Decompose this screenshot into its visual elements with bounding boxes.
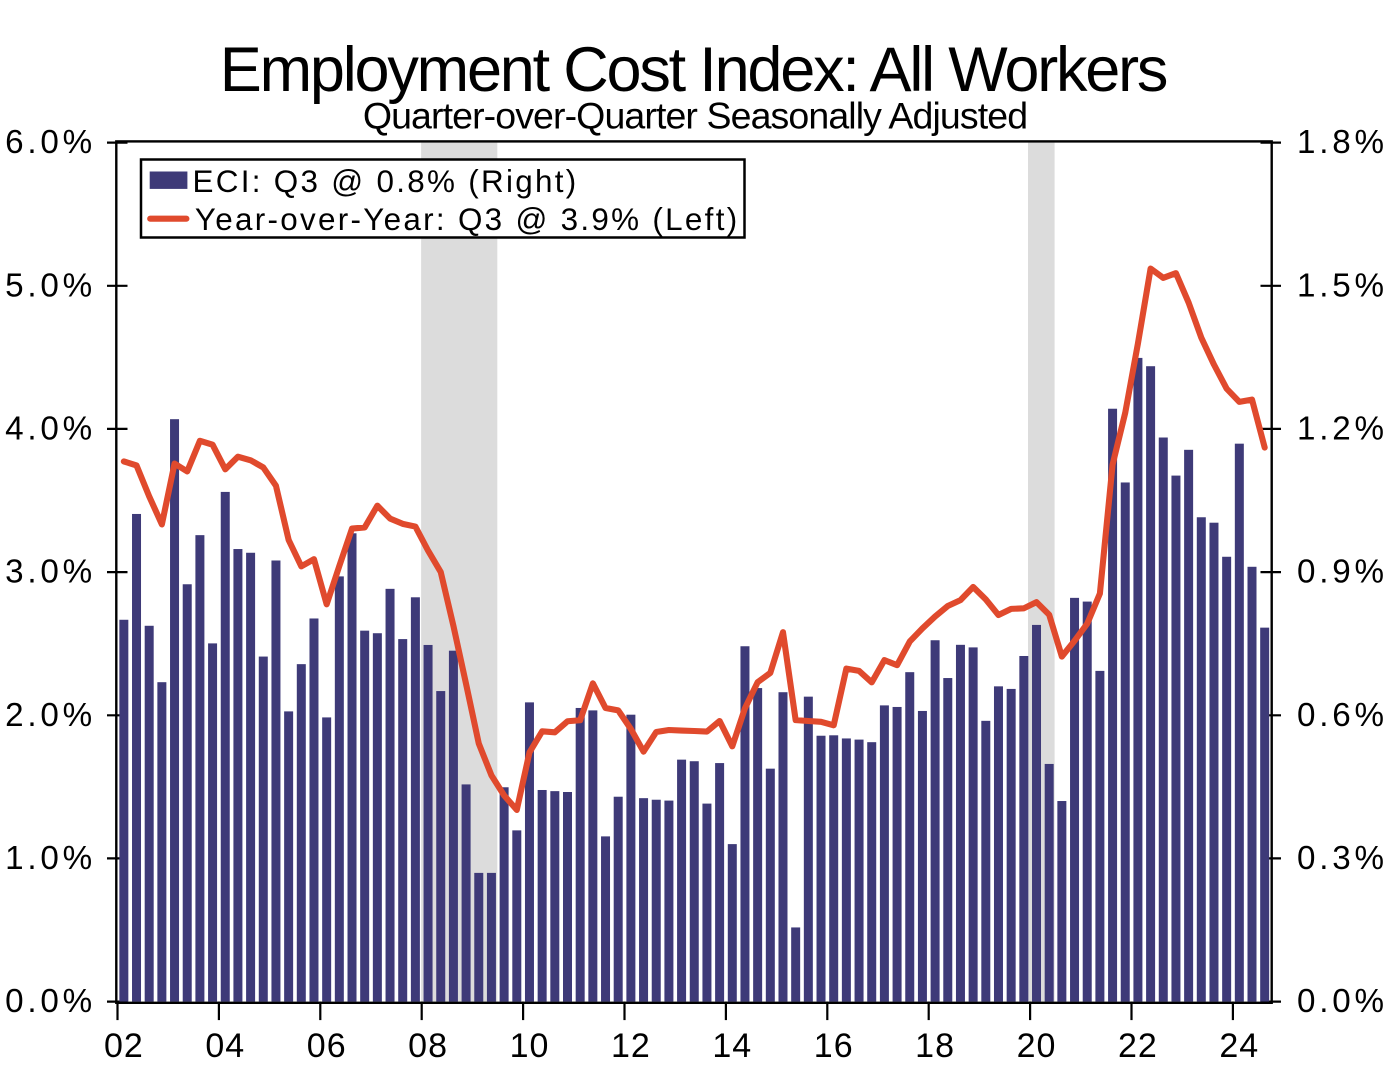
svg-text:1.5%: 1.5% (1297, 267, 1388, 304)
svg-text:16: 16 (814, 1027, 854, 1065)
svg-text:20: 20 (1017, 1027, 1057, 1065)
svg-text:4.0%: 4.0% (5, 410, 96, 447)
svg-text:Employment Cost Index: All Wor: Employment Cost Index: All Workers (220, 35, 1167, 105)
svg-text:22: 22 (1118, 1027, 1158, 1065)
svg-text:0.9%: 0.9% (1297, 554, 1388, 591)
svg-text:18: 18 (915, 1027, 955, 1065)
svg-text:1.2%: 1.2% (1297, 410, 1388, 447)
svg-text:10: 10 (510, 1027, 550, 1065)
svg-text:02: 02 (104, 1027, 144, 1065)
svg-text:24: 24 (1219, 1027, 1259, 1065)
svg-text:12: 12 (611, 1027, 651, 1065)
svg-text:0.0%: 0.0% (5, 983, 96, 1020)
svg-text:06: 06 (307, 1027, 347, 1065)
svg-text:6.0%: 6.0% (5, 124, 96, 161)
svg-text:5.0%: 5.0% (5, 267, 96, 304)
svg-text:0.3%: 0.3% (1297, 840, 1388, 877)
svg-text:04: 04 (205, 1027, 245, 1065)
svg-text:ECI: Q3 @ 0.8% (Right): ECI: Q3 @ 0.8% (Right) (193, 164, 579, 199)
svg-text:0.6%: 0.6% (1297, 697, 1388, 734)
svg-text:3.0%: 3.0% (5, 554, 96, 591)
svg-text:08: 08 (408, 1027, 448, 1065)
svg-text:0.0%: 0.0% (1297, 983, 1388, 1020)
svg-text:Year-over-Year: Q3 @ 3.9% (Lef: Year-over-Year: Q3 @ 3.9% (Left) (195, 202, 740, 237)
svg-text:1.8%: 1.8% (1297, 124, 1388, 161)
svg-text:14: 14 (712, 1027, 752, 1065)
svg-text:Quarter-over-Quarter Seasonall: Quarter-over-Quarter Seasonally Adjusted (363, 95, 1027, 137)
svg-text:1.0%: 1.0% (5, 840, 96, 877)
svg-text:2.0%: 2.0% (5, 697, 96, 734)
